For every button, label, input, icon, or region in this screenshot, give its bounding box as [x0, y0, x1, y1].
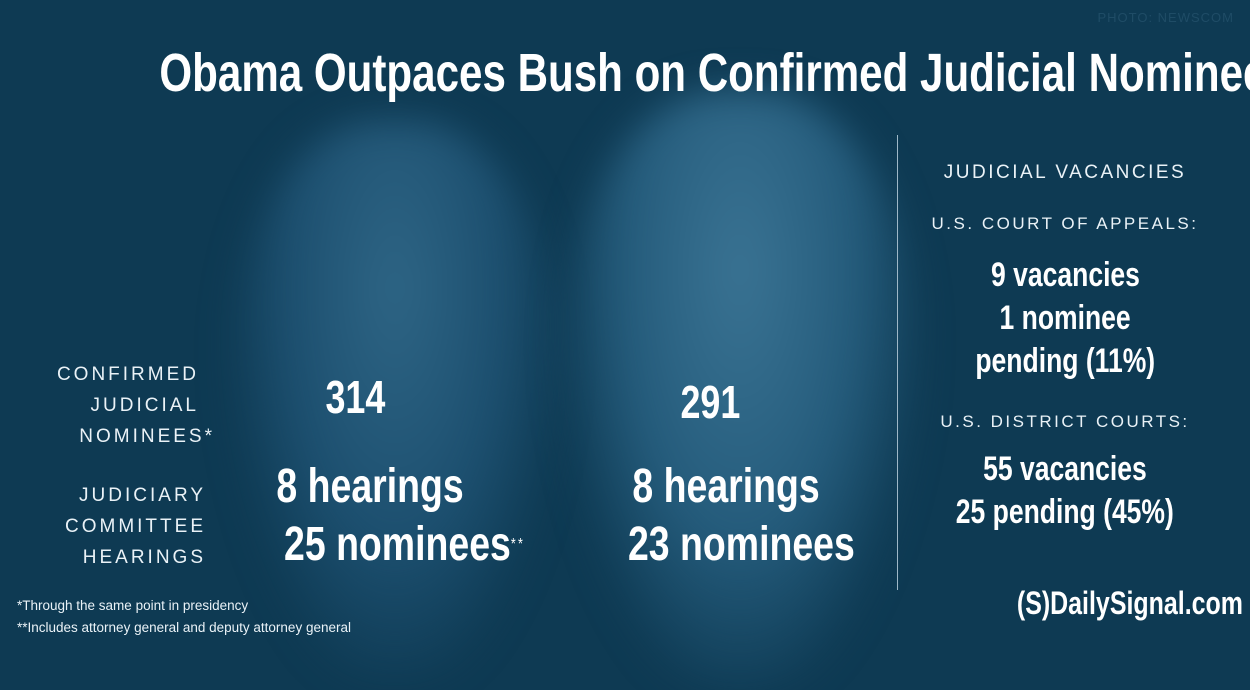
obama-hearings: 8 hearings 25 nominees** — [276, 460, 526, 571]
hearings-label: JUDICIARY COMMITTEE HEARINGS — [65, 485, 206, 568]
daily-signal-logo: (S)DailySignal.com — [1016, 585, 1243, 621]
obama-confirmed: 314 — [325, 371, 385, 423]
appeals-label: U.S. COURT OF APPEALS: — [931, 214, 1199, 233]
appeals-stats: 9 vacancies 1 nominee pending (11%) — [975, 256, 1155, 380]
confirmed-label: CONFIRMED JUDICIAL NOMINEES* — [56, 364, 215, 447]
district-label: U.S. DISTRICT COURTS: — [940, 412, 1190, 431]
photo-credit: PHOTO: NEWSCOM — [1097, 10, 1234, 25]
obama-photo — [230, 120, 560, 680]
bush-photo — [560, 90, 920, 690]
bush-hearings: 8 hearings 23 nominees — [627, 460, 855, 571]
bush-confirmed: 291 — [680, 376, 740, 428]
vacancies-heading: JUDICIAL VACANCIES — [943, 162, 1187, 183]
divider — [897, 135, 898, 590]
page-title: Obama Outpaces Bush on Confirmed Judicia… — [159, 43, 1250, 103]
footnote-1: *Through the same point in presidency — [17, 598, 249, 613]
district-stats: 55 vacancies 25 pending (45%) — [955, 450, 1175, 531]
footnote-2: **Includes attorney general and deputy a… — [17, 620, 351, 635]
